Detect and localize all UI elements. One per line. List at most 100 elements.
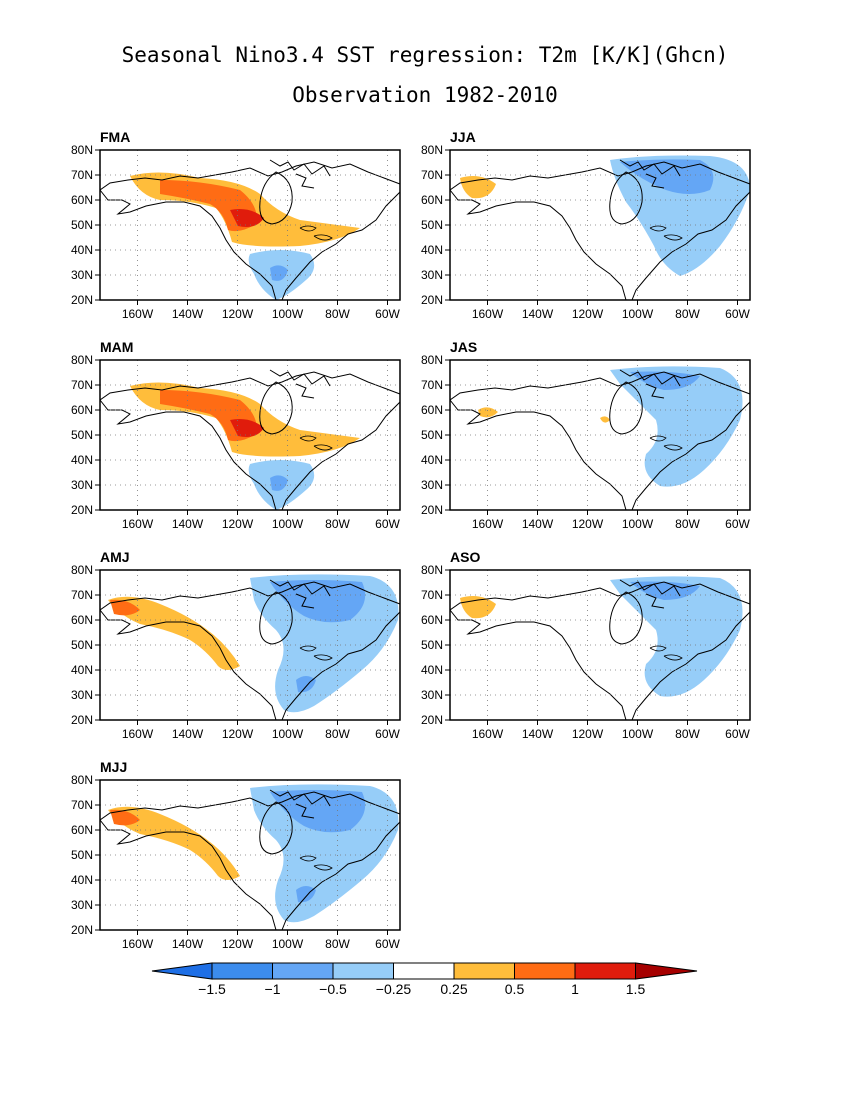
arctic-islands xyxy=(269,579,331,609)
lon-tick-label: 100W xyxy=(272,517,304,531)
lon-tick-label: 140W xyxy=(172,727,204,741)
lat-tick-label: 80N xyxy=(421,143,443,157)
colorbar-label: 0.25 xyxy=(440,981,467,997)
lon-tick-label: 160W xyxy=(122,307,154,321)
warm-anomaly-region xyxy=(110,809,140,826)
lat-tick-label: 50N xyxy=(71,848,93,862)
map-panel-jja: JJA 160W 140W 120W 100W 80W 60W 20N 30N 40N 50N 60N… xyxy=(421,129,751,321)
lon-tick-label: 120W xyxy=(222,517,254,531)
lon-tick-label: 140W xyxy=(172,307,204,321)
coastline xyxy=(450,581,751,720)
panel-label: JAS xyxy=(450,339,477,355)
lon-tick-label: 160W xyxy=(472,727,504,741)
cold-anomaly-region xyxy=(296,676,316,693)
map-panel-jas: JAS 160W 140W 120W 100W 80W 60W 20N 30N 40N 50N 60N… xyxy=(421,339,751,531)
lon-tick-label: 160W xyxy=(122,517,154,531)
lat-tick-label: 70N xyxy=(71,168,93,182)
lat-tick-label: 50N xyxy=(71,218,93,232)
cold-anomaly-region xyxy=(250,574,399,713)
lon-tick-label: 60W xyxy=(725,517,750,531)
lon-tick-label: 100W xyxy=(622,517,654,531)
great-lakes-outline xyxy=(299,855,333,871)
colorbar-label: 0.5 xyxy=(505,981,525,997)
arctic-islands xyxy=(619,159,681,189)
colorbar-segment xyxy=(393,962,455,980)
colorbar-high-arrow xyxy=(635,962,698,980)
great-lakes-outline xyxy=(299,225,333,241)
lon-tick-label: 80W xyxy=(325,937,350,951)
lon-tick-label: 160W xyxy=(122,727,154,741)
colorbar-label: −1.5 xyxy=(198,981,226,997)
map-panel-amj: AMJ 160W 140W 120W 100W 80W 60W 20N 30N 40N 50N 60N… xyxy=(71,549,401,741)
hudson-bay-outline xyxy=(259,591,293,645)
lat-tick-label: 20N xyxy=(71,923,93,937)
lon-tick-label: 120W xyxy=(572,727,604,741)
cold-anomaly-region xyxy=(270,475,288,491)
coastline xyxy=(450,161,751,300)
lon-tick-label: 140W xyxy=(522,307,554,321)
colorbar-segment xyxy=(453,962,515,980)
lat-tick-label: 60N xyxy=(421,403,443,417)
lat-tick-label: 20N xyxy=(71,713,93,727)
great-lakes-outline xyxy=(649,435,683,451)
arctic-islands xyxy=(269,369,331,399)
hudson-bay-outline xyxy=(609,171,643,225)
lat-tick-label: 60N xyxy=(421,613,443,627)
lat-tick-label: 20N xyxy=(421,503,443,517)
cold-anomaly-region xyxy=(610,155,750,276)
arctic-islands xyxy=(269,789,331,819)
map-frame xyxy=(99,149,401,301)
lat-tick-label: 80N xyxy=(71,353,93,367)
hudson-bay-outline xyxy=(609,381,643,435)
lat-tick-label: 30N xyxy=(71,898,93,912)
panel-label: FMA xyxy=(100,129,130,145)
hudson-bay-outline xyxy=(609,591,643,645)
great-lakes-outline xyxy=(649,225,683,241)
cold-anomaly-region xyxy=(270,265,288,281)
lat-tick-label: 50N xyxy=(421,218,443,232)
coastline xyxy=(100,791,401,930)
warm-anomaly-region xyxy=(108,596,240,670)
lat-tick-label: 40N xyxy=(421,453,443,467)
coastline xyxy=(100,581,401,720)
cold-anomaly-region xyxy=(270,790,366,833)
lat-tick-label: 30N xyxy=(421,268,443,282)
colorbar: −1.5 −1 −0.5 −0.25 0.25 0.5 1 1.5 xyxy=(151,962,698,997)
map-panel-mjj: MJJ 160W 140W 120W 100W 80W 60W 20N 30N 40N 50N 60N… xyxy=(71,759,401,951)
coastline xyxy=(100,161,401,300)
great-lakes-outline xyxy=(299,645,333,661)
lat-tick-label: 40N xyxy=(421,663,443,677)
lon-tick-label: 80W xyxy=(675,727,700,741)
lat-tick-label: 40N xyxy=(71,873,93,887)
map-frame xyxy=(449,359,751,511)
lat-tick-label: 50N xyxy=(421,638,443,652)
panel-label: AMJ xyxy=(100,549,130,565)
lat-tick-label: 70N xyxy=(421,588,443,602)
cold-anomaly-region xyxy=(610,576,743,697)
lon-tick-label: 80W xyxy=(325,517,350,531)
colorbar-label: 1 xyxy=(571,981,579,997)
lat-tick-label: 20N xyxy=(421,293,443,307)
lat-tick-label: 80N xyxy=(71,143,93,157)
lon-tick-label: 60W xyxy=(375,937,400,951)
lat-tick-label: 20N xyxy=(421,713,443,727)
lat-tick-label: 70N xyxy=(71,588,93,602)
colorbar-low-arrow xyxy=(151,962,213,980)
panel-label: MJJ xyxy=(100,759,127,775)
panels: FMA 160W 140W 120W 100W 80W 60W 20N 30N 40N 50N 60N… xyxy=(71,129,751,951)
lat-tick-label: 50N xyxy=(71,428,93,442)
lon-tick-label: 80W xyxy=(325,307,350,321)
lat-tick-label: 80N xyxy=(71,773,93,787)
lon-tick-label: 140W xyxy=(172,937,204,951)
panel-label: JJA xyxy=(450,129,476,145)
lon-tick-label: 160W xyxy=(472,517,504,531)
warm-anomaly-region xyxy=(478,407,498,418)
map-frame xyxy=(449,149,751,301)
lat-tick-label: 70N xyxy=(421,378,443,392)
lon-tick-label: 140W xyxy=(522,727,554,741)
lon-tick-label: 60W xyxy=(375,517,400,531)
colorbar-label: −0.25 xyxy=(376,981,412,997)
lat-tick-label: 20N xyxy=(71,503,93,517)
lat-tick-label: 30N xyxy=(71,478,93,492)
